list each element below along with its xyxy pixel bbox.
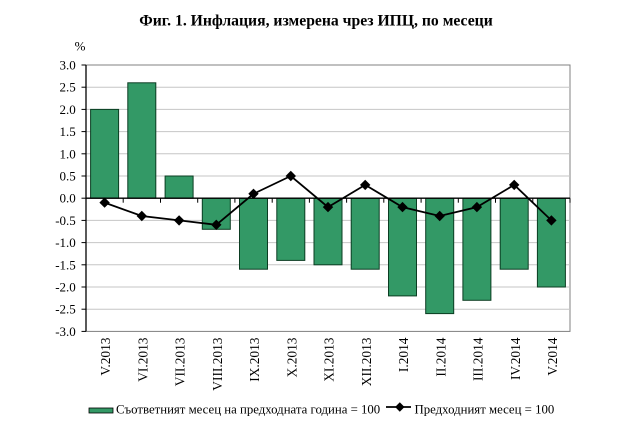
svg-text:-2.5: -2.5 [55, 302, 76, 317]
svg-text:II.2014: II.2014 [433, 337, 448, 376]
svg-text:IX.2013: IX.2013 [247, 337, 262, 382]
svg-text:III.2014: III.2014 [470, 337, 485, 381]
svg-text:IV.2014: IV.2014 [508, 337, 523, 380]
svg-text:V.2013: V.2013 [98, 337, 113, 375]
svg-text:Предходният месец = 100: Предходният месец = 100 [415, 403, 555, 417]
svg-text:Съответният месец на предходна: Съответният месец на предходната година … [116, 403, 380, 417]
svg-text:%: % [75, 39, 86, 54]
svg-text:-0.5: -0.5 [55, 213, 76, 228]
svg-text:XII.2013: XII.2013 [359, 337, 374, 386]
svg-text:-3.0: -3.0 [55, 324, 76, 339]
svg-text:-1.0: -1.0 [55, 235, 76, 250]
svg-text:VII.2013: VII.2013 [173, 337, 188, 386]
svg-text:0.0: 0.0 [60, 191, 76, 206]
svg-text:Фиг. 1. Инфлация, измерена чре: Фиг. 1. Инфлация, измерена чрез ИПЦ, по … [139, 13, 492, 30]
svg-text:2.5: 2.5 [60, 80, 76, 95]
svg-text:-1.5: -1.5 [55, 257, 76, 272]
svg-text:1.0: 1.0 [60, 146, 76, 161]
svg-text:VIII.2013: VIII.2013 [210, 337, 225, 390]
svg-text:3.0: 3.0 [60, 58, 76, 73]
svg-text:0.5: 0.5 [60, 169, 76, 184]
svg-text:I.2014: I.2014 [396, 337, 411, 372]
svg-text:2.0: 2.0 [60, 102, 76, 117]
svg-text:VI.2013: VI.2013 [135, 337, 150, 382]
svg-text:XI.2013: XI.2013 [322, 337, 337, 382]
svg-text:X.2013: X.2013 [284, 337, 299, 377]
svg-text:-2.0: -2.0 [55, 280, 76, 295]
svg-text:1.5: 1.5 [60, 124, 76, 139]
svg-text:V.2014: V.2014 [545, 337, 560, 375]
